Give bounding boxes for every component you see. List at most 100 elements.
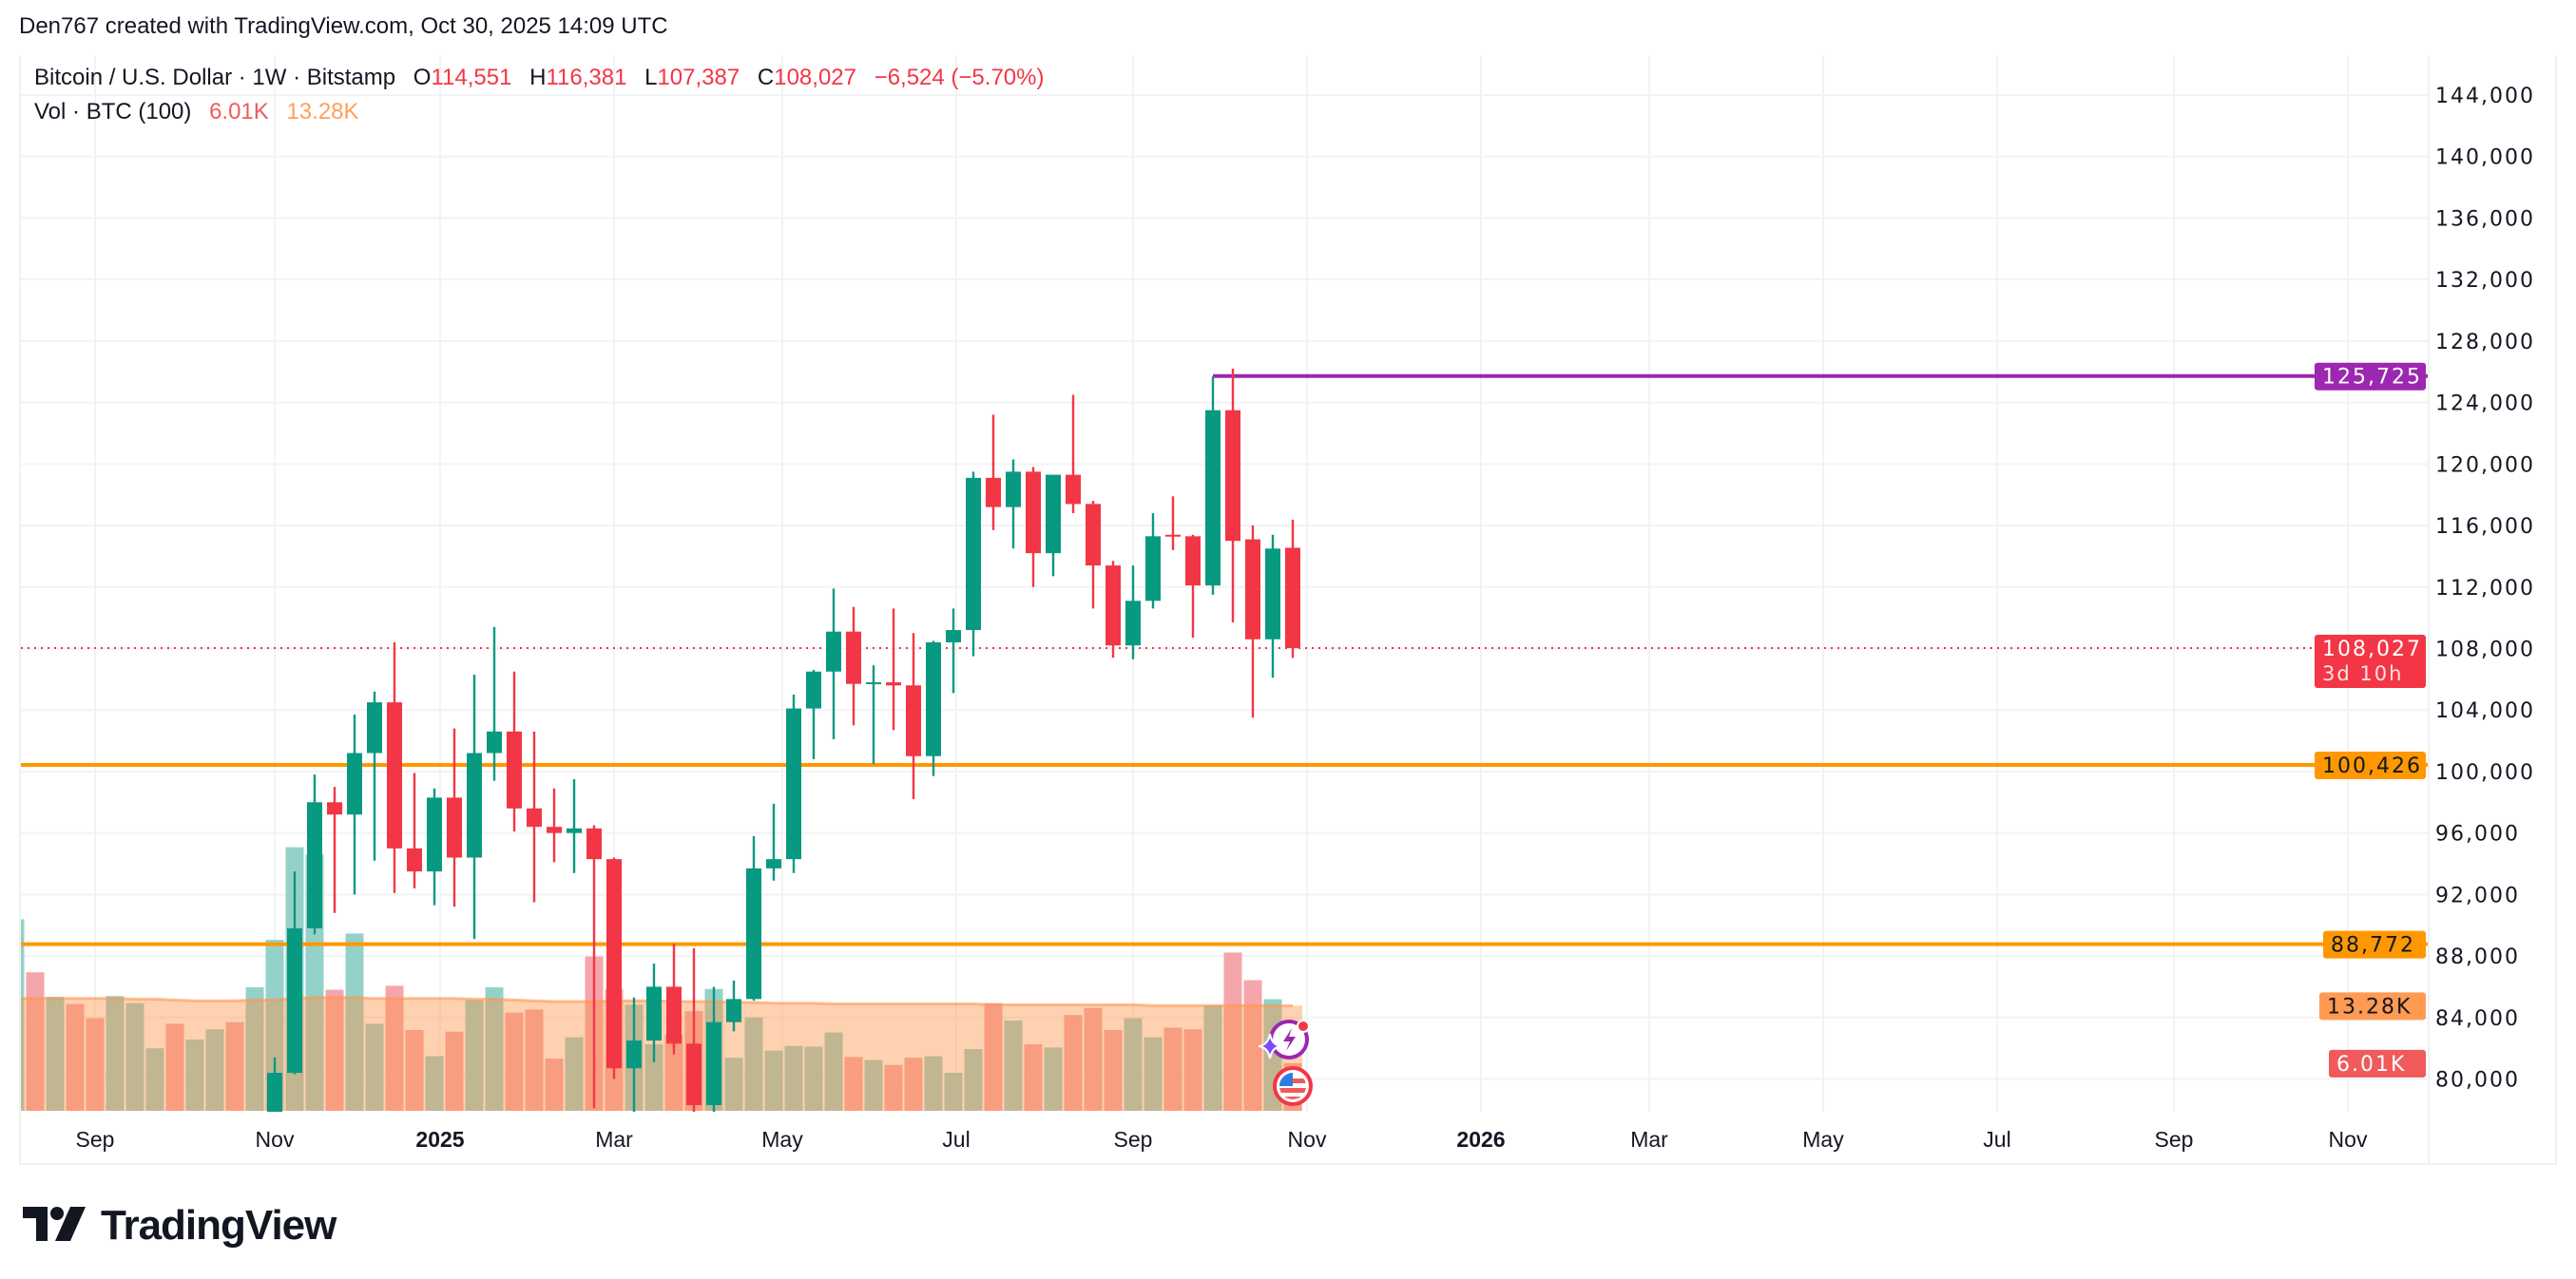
price-axis[interactable]: 144,000 140,000 136,000 132,000 128,000 124,0… — [2435, 85, 2535, 1093]
level-price-label-text: 100,426 — [2322, 754, 2422, 778]
price-tick-label: 120,000 — [2435, 453, 2535, 477]
time-tick-label: Nov — [256, 1127, 295, 1152]
price-change: −6,524 (−5.70%) — [874, 65, 1045, 90]
candle-body — [1026, 471, 1041, 554]
chart-frame — [19, 55, 2557, 1165]
candle — [1265, 534, 1280, 678]
candles — [267, 369, 1300, 1112]
tradingview-logo-text: TradingView — [101, 1202, 336, 1249]
volume-bar — [26, 972, 45, 1111]
volume-bar — [485, 987, 504, 1111]
candle-body — [287, 927, 302, 1074]
volume-price-label-text: 13.28K — [2327, 995, 2412, 1019]
horizontal-lines[interactable] — [21, 373, 2429, 946]
candle — [906, 633, 921, 800]
volume-bar — [325, 989, 344, 1111]
candle-body — [347, 753, 362, 815]
volume-bar — [225, 1021, 244, 1111]
candle — [1185, 534, 1201, 639]
volume-price-label-box — [2319, 992, 2426, 1021]
time-tick-label: Nov — [2329, 1127, 2368, 1152]
volume-bar — [245, 987, 264, 1111]
candle-body — [766, 859, 781, 869]
candle-body — [527, 808, 542, 828]
candle — [1125, 565, 1141, 659]
time-tick-label: Jul — [1983, 1127, 2010, 1152]
candle — [686, 947, 702, 1112]
candle-body — [1205, 410, 1221, 586]
volume-bar — [1144, 1037, 1163, 1111]
ai-lightning-event-icon[interactable] — [1258, 1020, 1310, 1059]
volume-bar — [185, 1040, 204, 1111]
candle-body — [906, 685, 921, 756]
time-tick-label: May — [1802, 1127, 1844, 1152]
plot-area[interactable] — [6, 369, 2429, 1112]
price-tick-label: 144,000 — [2435, 85, 2535, 108]
candle — [1205, 376, 1221, 595]
volume-bar — [385, 985, 404, 1111]
time-tick-label: Mar — [1630, 1127, 1668, 1152]
price-tick-label: 116,000 — [2435, 515, 2535, 539]
volume-bar — [445, 1031, 464, 1111]
candle-body — [626, 1040, 642, 1069]
volume-bars — [21, 847, 1302, 1111]
volume-bar — [125, 1002, 144, 1111]
candle — [986, 414, 1001, 530]
price-tick-label: 96,000 — [2435, 823, 2520, 847]
candle — [1006, 459, 1021, 549]
candle-body — [866, 682, 881, 685]
price-tick-label: 132,000 — [2435, 269, 2535, 293]
candle — [447, 728, 462, 907]
time-tick-label: May — [761, 1127, 803, 1152]
candle-body — [1066, 474, 1081, 505]
candle — [586, 825, 602, 1109]
candle — [746, 835, 761, 1002]
time-tick-label: 2026 — [1456, 1127, 1505, 1152]
tradingview-logo[interactable]: TradingView — [23, 1202, 336, 1250]
candle-body — [806, 671, 821, 709]
candle — [547, 788, 562, 863]
symbol-legend[interactable]: Bitcoin / U.S. Dollar · 1W · Bitstamp O1… — [34, 65, 1044, 91]
volume-bar — [864, 1059, 883, 1111]
candle-body — [786, 708, 801, 860]
candle-body — [686, 1043, 702, 1106]
volume-bar — [345, 933, 364, 1111]
candle — [1165, 496, 1181, 550]
volume-bar — [964, 1049, 983, 1111]
candle — [1026, 467, 1041, 587]
volume-bar — [1243, 980, 1262, 1111]
symbol-name[interactable]: Bitcoin / U.S. Dollar · 1W · Bitstamp — [34, 65, 396, 90]
candle-body — [307, 802, 322, 928]
candle-body — [467, 753, 482, 858]
time-axis[interactable]: Sep Nov 2025 Mar May Jul Sep Nov 2026 Mar May Jul Se… — [76, 1127, 2368, 1152]
volume-price-label-text: 6.01K — [2336, 1053, 2406, 1077]
candle — [407, 773, 422, 888]
low-label: L — [644, 65, 658, 90]
candle-body — [1006, 471, 1021, 507]
level-price-label-text: 88,772 — [2331, 934, 2415, 958]
volume-bar — [365, 1023, 384, 1111]
candle — [866, 665, 881, 764]
candle-body — [1285, 547, 1300, 649]
candle — [926, 640, 941, 776]
candle — [267, 1057, 282, 1112]
event-markers[interactable] — [1258, 1020, 1313, 1106]
volume-legend[interactable]: Vol · BTC (100) 6.01K 13.28K — [34, 99, 359, 125]
us-flag-event-icon[interactable] — [1273, 1066, 1313, 1106]
candle-body — [706, 1021, 721, 1106]
volume-price-label: 6.01K — [2329, 1049, 2426, 1078]
volume-bar — [46, 997, 65, 1111]
volume-price-label: 13.28K — [2319, 992, 2426, 1021]
candle-body — [507, 731, 522, 809]
volume-bar — [1064, 1015, 1083, 1111]
candle-body — [487, 731, 502, 754]
volume-indicator-name[interactable]: Vol · BTC (100) — [34, 99, 192, 124]
candle-body — [1125, 601, 1141, 646]
volume-ma-area — [21, 997, 1302, 1111]
last-price-label-box — [2315, 635, 2426, 689]
volume-bar — [904, 1058, 923, 1111]
candle — [427, 788, 442, 906]
